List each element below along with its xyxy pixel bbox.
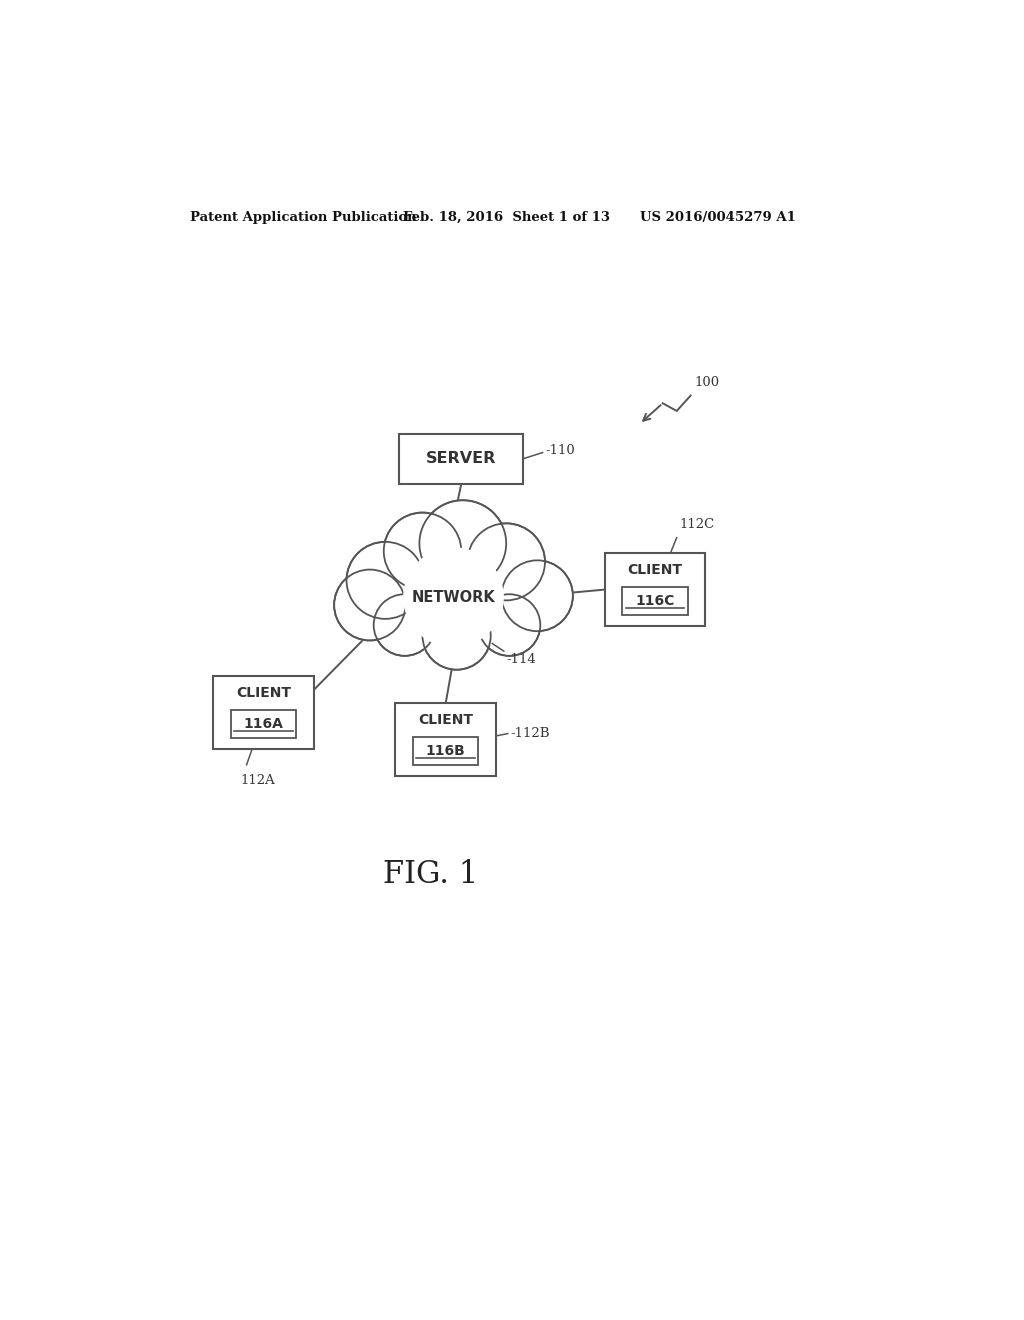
Circle shape — [393, 537, 514, 657]
Circle shape — [383, 512, 462, 590]
Text: 100: 100 — [694, 376, 720, 389]
Text: SERVER: SERVER — [426, 451, 497, 466]
Circle shape — [503, 561, 571, 630]
Text: -110: -110 — [545, 445, 574, 458]
FancyBboxPatch shape — [395, 704, 496, 776]
Text: Patent Application Publication: Patent Application Publication — [190, 211, 417, 224]
Text: 112A: 112A — [241, 774, 275, 787]
Text: 112C: 112C — [680, 519, 715, 532]
Circle shape — [334, 569, 407, 642]
FancyBboxPatch shape — [231, 710, 296, 738]
Text: 116A: 116A — [244, 717, 284, 731]
Circle shape — [348, 543, 423, 618]
Circle shape — [501, 560, 573, 632]
Text: 116C: 116C — [635, 594, 675, 607]
Text: -114: -114 — [506, 653, 536, 665]
Text: CLIENT: CLIENT — [418, 713, 473, 727]
Text: CLIENT: CLIENT — [237, 686, 291, 700]
Circle shape — [469, 524, 544, 599]
Text: 116B: 116B — [426, 744, 466, 758]
FancyBboxPatch shape — [604, 553, 706, 626]
Text: NETWORK: NETWORK — [412, 590, 496, 605]
FancyBboxPatch shape — [414, 737, 478, 764]
Text: CLIENT: CLIENT — [628, 562, 683, 577]
Circle shape — [335, 570, 404, 639]
FancyBboxPatch shape — [623, 587, 687, 615]
Circle shape — [424, 603, 489, 668]
Circle shape — [477, 594, 541, 656]
FancyBboxPatch shape — [213, 676, 314, 750]
Circle shape — [373, 594, 436, 656]
Circle shape — [346, 541, 425, 619]
Circle shape — [419, 499, 507, 587]
Circle shape — [421, 502, 505, 585]
Circle shape — [467, 523, 546, 601]
Text: US 2016/0045279 A1: US 2016/0045279 A1 — [640, 211, 796, 224]
Circle shape — [403, 548, 504, 647]
Circle shape — [375, 595, 434, 655]
Text: -112B: -112B — [510, 727, 550, 741]
Circle shape — [385, 513, 460, 589]
Text: Feb. 18, 2016  Sheet 1 of 13: Feb. 18, 2016 Sheet 1 of 13 — [403, 211, 610, 224]
Circle shape — [479, 595, 540, 655]
Circle shape — [391, 536, 515, 659]
Circle shape — [422, 601, 492, 671]
Text: FIG. 1: FIG. 1 — [383, 859, 478, 890]
FancyBboxPatch shape — [399, 434, 523, 483]
